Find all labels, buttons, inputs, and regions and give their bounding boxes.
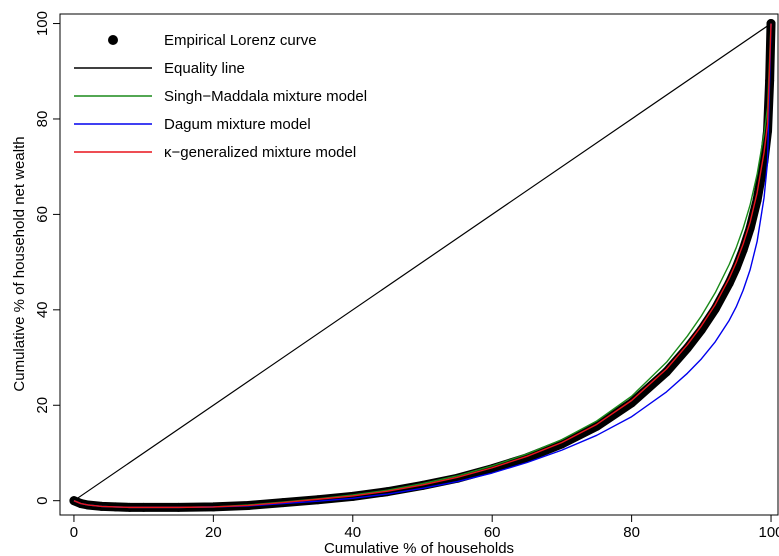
- legend-label: Equality line: [164, 60, 245, 77]
- empirical-point: [724, 278, 734, 288]
- legend-label: Dagum mixture model: [164, 116, 311, 133]
- y-axis: 0 20 40 60 80 100: [34, 11, 60, 505]
- empirical-point: [696, 325, 706, 335]
- x-axis: 0 20 40 60 80 100: [70, 515, 779, 541]
- x-tick-label: 80: [623, 524, 640, 541]
- plot-frame: [59, 13, 779, 516]
- legend-item-dagum-mixture-model: Dagum mixture model: [74, 116, 311, 133]
- y-tick-label: 40: [34, 301, 51, 318]
- y-tick-label: 0: [34, 497, 51, 505]
- legend-label: Singh−Maddala mixture model: [164, 88, 367, 105]
- legend: Empirical Lorenz curve Equality line Singh…: [74, 32, 367, 161]
- x-tick-label: 60: [484, 524, 501, 541]
- legend-item-singh-maddala-mixture-model: Singh−Maddala mixture model: [74, 88, 367, 105]
- empirical-point: [710, 304, 720, 314]
- series-equality-line: [73, 23, 772, 502]
- series-generalized-mixture-model: [73, 23, 772, 509]
- x-tick-label: 40: [344, 524, 361, 541]
- empirical-point: [661, 367, 671, 377]
- x-tick-label: 100: [759, 524, 779, 541]
- legend-marker: [108, 35, 118, 45]
- legend-item-generalized-mixture-model: κ−generalized mixture model: [74, 144, 356, 161]
- y-tick-label: 20: [34, 397, 51, 414]
- empirical-point: [731, 263, 741, 273]
- legend-item-empirical-lorenz-curve: Empirical Lorenz curve: [108, 32, 317, 49]
- plot-area: [69, 19, 776, 512]
- x-axis-title: Cumulative % of households: [324, 540, 514, 556]
- x-tick-label: 20: [205, 524, 222, 541]
- y-tick-label: 80: [34, 111, 51, 128]
- y-axis-title: Cumulative % of household net wealth: [11, 136, 28, 391]
- y-tick-label: 100: [34, 11, 51, 36]
- empirical-point: [627, 398, 637, 408]
- empirical-point: [682, 343, 692, 353]
- legend-label: Empirical Lorenz curve: [164, 32, 317, 49]
- legend-item-equality-line: Equality line: [74, 60, 245, 77]
- y-tick-label: 60: [34, 206, 51, 223]
- empirical-point: [592, 421, 602, 431]
- legend-label: κ−generalized mixture model: [164, 144, 356, 161]
- x-tick-label: 0: [70, 524, 78, 541]
